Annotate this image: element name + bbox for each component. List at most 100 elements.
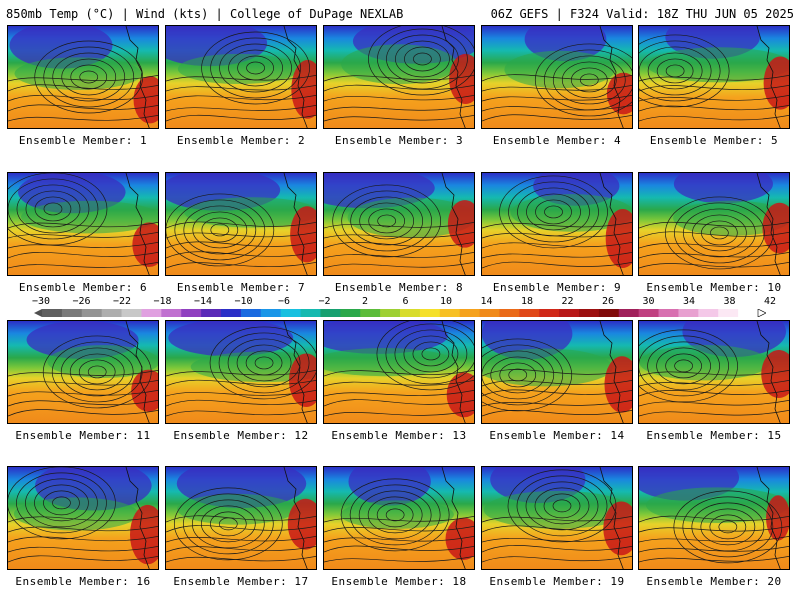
height-contour [639, 251, 789, 259]
height-contour [570, 67, 608, 93]
height-contour [482, 338, 573, 412]
mid-temperature-band [483, 490, 632, 529]
height-contour [52, 496, 71, 510]
height-contour [8, 389, 158, 397]
colorbar-segment [101, 309, 123, 317]
height-contour [377, 28, 468, 90]
height-contour [201, 31, 310, 105]
temperature-wind-map [166, 467, 316, 569]
ensemble-map-panel [323, 172, 475, 276]
colorbar-tick-label: −14 [193, 296, 213, 307]
height-contour [8, 114, 158, 122]
height-contour [639, 221, 789, 229]
warm-air-region [131, 369, 158, 412]
height-contour [166, 221, 316, 229]
height-contour [639, 329, 738, 403]
height-contour [482, 389, 632, 397]
colorbar-segment [81, 309, 103, 317]
height-contour [166, 525, 316, 533]
height-contour [79, 70, 99, 84]
cold-air-region [348, 467, 431, 506]
height-contour [552, 55, 626, 105]
colorbar-segment [618, 309, 640, 317]
colorbar-segment [42, 309, 63, 317]
height-contour [324, 555, 474, 563]
coastline [599, 321, 624, 423]
height-contour [210, 37, 301, 99]
colorbar-segment [320, 309, 341, 317]
ensemble-map-panel [165, 466, 317, 570]
height-contour [8, 251, 158, 259]
height-contour [8, 241, 158, 249]
height-contour [403, 335, 459, 373]
chart-header: 850mb Temp (°C) | Wind (kts) | College o… [0, 0, 800, 24]
coastline [756, 467, 781, 569]
height-contour [166, 251, 316, 259]
ensemble-map-panel [481, 466, 633, 570]
height-contour [482, 241, 632, 249]
height-contour [656, 347, 711, 385]
height-contour [482, 231, 632, 239]
height-contour [209, 511, 247, 537]
ensemble-map-panel [323, 25, 475, 129]
coastline [441, 321, 466, 423]
height-contour [709, 514, 747, 540]
height-contour [201, 217, 239, 243]
height-contour [324, 231, 474, 239]
height-contour [8, 467, 116, 540]
ensemble-member-label: Ensemble Member: 20 [646, 575, 782, 588]
height-contour [324, 104, 474, 112]
height-contour [16, 472, 107, 534]
coastline [599, 173, 624, 275]
height-contour [639, 335, 729, 397]
height-contour [368, 26, 474, 96]
colorbar-tick-label: 22 [561, 296, 574, 307]
height-contour [246, 61, 265, 75]
height-contour [43, 202, 63, 216]
height-contour [404, 46, 441, 72]
height-contour [324, 261, 474, 269]
height-contour [482, 535, 632, 543]
colorbar-tick-label: −18 [153, 296, 172, 307]
height-contour [43, 490, 80, 516]
temperature-wind-map [324, 173, 474, 275]
height-contour [376, 502, 414, 528]
height-contour [526, 193, 581, 231]
height-contour [78, 359, 116, 385]
height-contour [639, 389, 789, 397]
height-contour [683, 208, 756, 258]
colorbar-segment [519, 309, 540, 317]
height-contour [218, 332, 310, 394]
height-contour [535, 199, 572, 225]
height-contour [482, 251, 632, 259]
height-contour [166, 231, 316, 239]
warm-air-region [604, 356, 632, 413]
warm-air-region [606, 72, 632, 115]
height-contour [25, 478, 98, 528]
height-contour [674, 202, 765, 264]
colorbar-min-arrow [34, 309, 42, 317]
colorbar-tick-label: 14 [480, 296, 493, 307]
colorbar-tick-label: 18 [520, 296, 534, 307]
colorbar-strip [34, 309, 766, 317]
height-contour [482, 94, 632, 102]
height-contour [34, 484, 89, 522]
colorbar-tick-label: −22 [112, 296, 132, 307]
run-valid-time: 06Z GEFS | F324 Valid: 18Z THU JUN 05 20… [490, 7, 794, 21]
height-contour [499, 175, 608, 249]
height-contour [639, 94, 789, 102]
height-contour [421, 347, 441, 361]
ensemble-map-panel [481, 25, 633, 129]
height-contour [376, 321, 474, 391]
height-contour [8, 535, 158, 543]
mid-temperature-band [340, 500, 454, 529]
height-contour [701, 220, 738, 246]
height-contour [324, 545, 474, 553]
height-contour [394, 329, 468, 379]
height-contour [482, 114, 632, 122]
height-contour [482, 409, 632, 417]
mid-temperature-band [646, 487, 789, 523]
colorbar-segment [340, 309, 361, 317]
colorbar-segment [479, 309, 500, 317]
ensemble-map-panel [165, 320, 317, 424]
